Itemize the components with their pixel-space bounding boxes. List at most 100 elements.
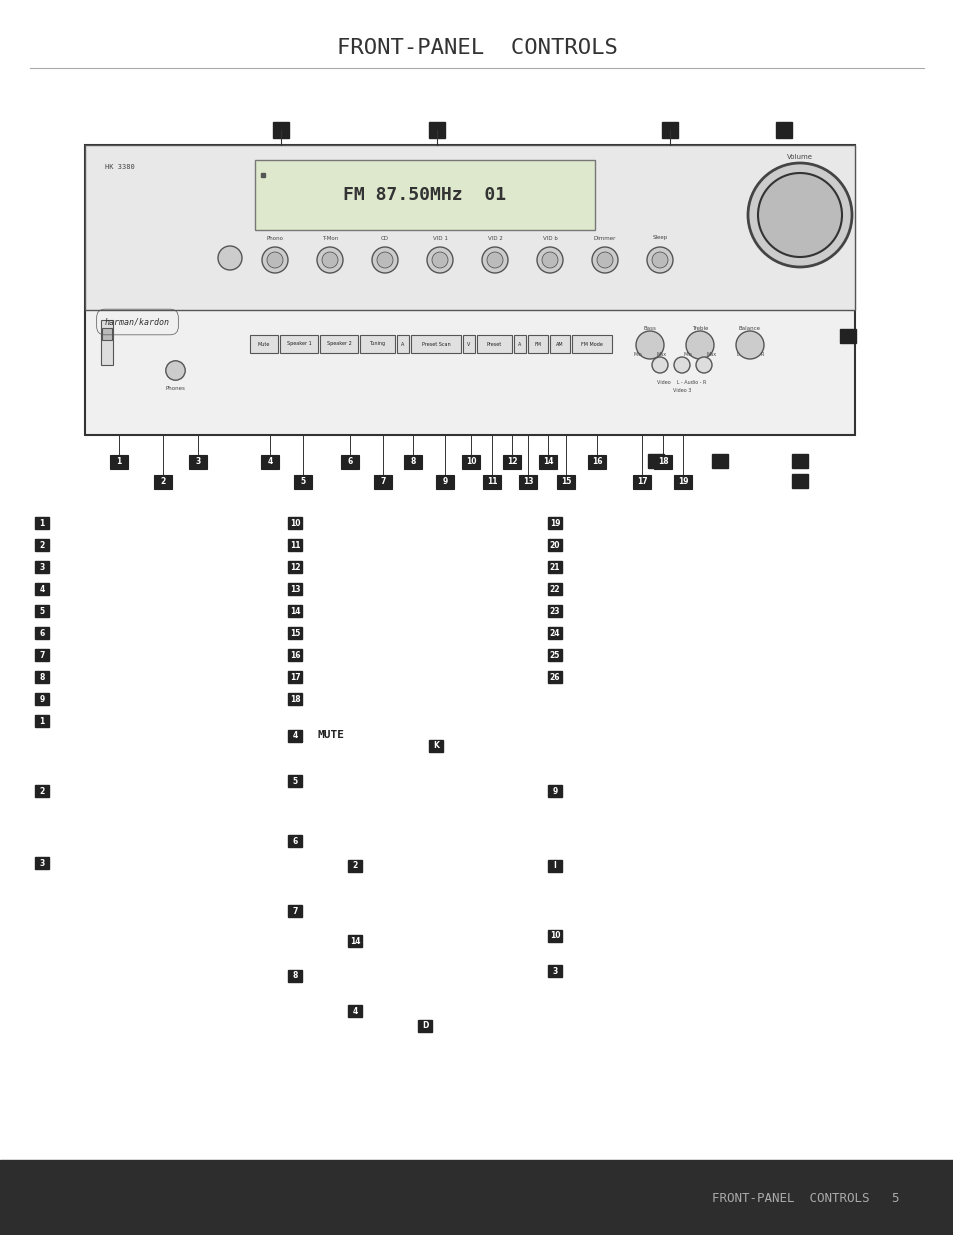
Text: Preset Scan: Preset Scan bbox=[421, 342, 450, 347]
Text: 4: 4 bbox=[352, 1007, 357, 1015]
Bar bbox=[280, 335, 317, 353]
Bar bbox=[791, 474, 807, 488]
Text: 15: 15 bbox=[290, 629, 300, 637]
Circle shape bbox=[735, 331, 763, 359]
Bar bbox=[396, 335, 409, 353]
Bar bbox=[547, 561, 561, 573]
Bar bbox=[35, 857, 49, 869]
Text: 8: 8 bbox=[292, 972, 297, 981]
Bar bbox=[557, 475, 575, 489]
Bar bbox=[429, 122, 444, 138]
Text: Max: Max bbox=[706, 352, 717, 357]
Circle shape bbox=[592, 247, 618, 273]
Bar bbox=[840, 329, 855, 343]
Circle shape bbox=[322, 252, 337, 268]
Bar bbox=[550, 335, 569, 353]
Text: VID b: VID b bbox=[542, 236, 557, 241]
Circle shape bbox=[481, 247, 507, 273]
Text: harman/kardon: harman/kardon bbox=[105, 317, 170, 326]
Text: FM Mode: FM Mode bbox=[580, 342, 602, 347]
Bar bbox=[547, 785, 561, 797]
Bar bbox=[288, 776, 302, 787]
Text: 1: 1 bbox=[39, 716, 45, 725]
Text: 16: 16 bbox=[290, 651, 300, 659]
Text: 10: 10 bbox=[465, 457, 476, 467]
Text: 10: 10 bbox=[549, 931, 559, 941]
Bar bbox=[461, 454, 479, 469]
Bar bbox=[288, 969, 302, 982]
Text: Balance: Balance bbox=[739, 326, 760, 331]
Bar bbox=[288, 605, 302, 618]
Bar bbox=[35, 561, 49, 573]
Bar bbox=[775, 122, 791, 138]
Text: 20: 20 bbox=[549, 541, 559, 550]
Text: Bass: Bass bbox=[643, 326, 656, 331]
Text: 5: 5 bbox=[39, 606, 45, 615]
Text: 6: 6 bbox=[39, 629, 45, 637]
Text: 1: 1 bbox=[39, 519, 45, 527]
Text: 2: 2 bbox=[39, 787, 45, 795]
Text: 17: 17 bbox=[636, 478, 647, 487]
Circle shape bbox=[541, 252, 558, 268]
Bar bbox=[547, 627, 561, 638]
Text: A: A bbox=[401, 342, 404, 347]
Text: 10: 10 bbox=[290, 519, 300, 527]
Bar bbox=[502, 454, 520, 469]
Text: 2: 2 bbox=[352, 862, 357, 871]
Bar bbox=[417, 1020, 432, 1032]
Bar bbox=[288, 561, 302, 573]
Bar bbox=[85, 144, 854, 310]
Text: 4: 4 bbox=[292, 731, 297, 741]
Text: 6: 6 bbox=[347, 457, 353, 467]
Circle shape bbox=[673, 357, 689, 373]
Circle shape bbox=[651, 357, 667, 373]
Circle shape bbox=[651, 252, 667, 268]
Text: 16: 16 bbox=[591, 457, 601, 467]
Text: 13: 13 bbox=[522, 478, 533, 487]
Text: Phones: Phones bbox=[165, 385, 185, 390]
Bar bbox=[476, 335, 512, 353]
Text: 23: 23 bbox=[549, 606, 559, 615]
Text: Treble: Treble bbox=[691, 326, 707, 331]
Bar bbox=[35, 785, 49, 797]
Bar bbox=[514, 335, 525, 353]
Bar bbox=[547, 650, 561, 661]
Circle shape bbox=[432, 252, 448, 268]
Text: 11: 11 bbox=[486, 478, 497, 487]
Circle shape bbox=[427, 247, 453, 273]
Bar bbox=[547, 605, 561, 618]
Circle shape bbox=[372, 247, 397, 273]
Bar bbox=[35, 538, 49, 551]
Bar bbox=[482, 475, 500, 489]
Text: 5: 5 bbox=[300, 478, 305, 487]
Text: 14: 14 bbox=[542, 457, 553, 467]
Bar bbox=[403, 454, 421, 469]
Bar bbox=[791, 454, 807, 468]
Text: Video 3: Video 3 bbox=[672, 389, 691, 394]
Bar bbox=[250, 335, 277, 353]
Text: FRONT-PANEL  CONTROLS   5: FRONT-PANEL CONTROLS 5 bbox=[712, 1192, 899, 1204]
Text: 9: 9 bbox=[442, 478, 447, 487]
Circle shape bbox=[267, 252, 283, 268]
Bar bbox=[273, 122, 289, 138]
Text: 11: 11 bbox=[290, 541, 300, 550]
Bar bbox=[288, 730, 302, 742]
Text: 21: 21 bbox=[549, 562, 559, 572]
Text: VID 2: VID 2 bbox=[487, 236, 502, 241]
Circle shape bbox=[696, 357, 711, 373]
Circle shape bbox=[316, 247, 343, 273]
Bar bbox=[0, 1160, 953, 1235]
Bar bbox=[288, 835, 302, 847]
Bar bbox=[35, 605, 49, 618]
Text: Speaker 1: Speaker 1 bbox=[286, 342, 311, 347]
Text: 1: 1 bbox=[116, 457, 121, 467]
Text: FRONT-PANEL  CONTROLS: FRONT-PANEL CONTROLS bbox=[336, 38, 617, 58]
Bar bbox=[110, 454, 128, 469]
Bar bbox=[288, 583, 302, 595]
Text: 2: 2 bbox=[160, 478, 166, 487]
Bar bbox=[294, 475, 312, 489]
Text: MUTE: MUTE bbox=[317, 730, 345, 740]
Text: V: V bbox=[467, 342, 470, 347]
Text: Max: Max bbox=[657, 352, 666, 357]
Text: 19: 19 bbox=[549, 519, 559, 527]
